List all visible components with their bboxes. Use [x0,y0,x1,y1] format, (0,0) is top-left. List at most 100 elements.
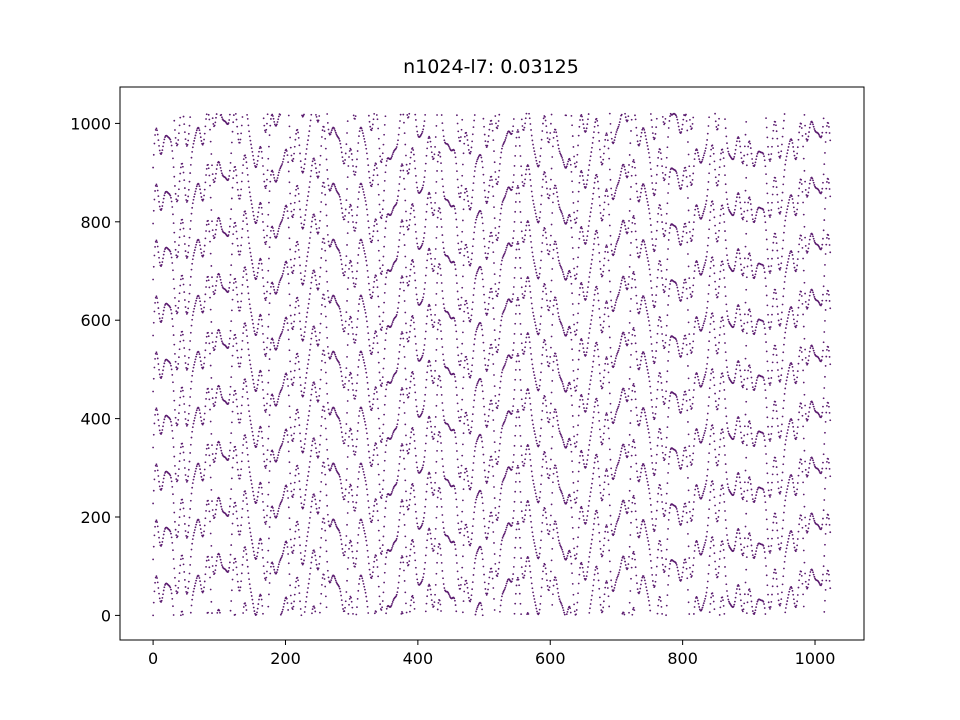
scatter-point [309,343,312,346]
scatter-point [413,552,416,554]
scatter-point [242,606,245,608]
scatter-point [512,118,515,120]
scatter-point [340,370,342,373]
scatter-point [350,260,352,263]
scatter-point [357,254,360,256]
scatter-point [426,259,429,262]
scatter-point [172,605,174,608]
scatter-point [234,560,237,563]
scatter-point [401,275,403,277]
scatter-point [317,120,319,123]
scatter-point [367,276,370,279]
scatter-point [154,190,156,192]
scatter-point [267,213,270,216]
scatter-point [202,198,205,201]
scatter-point [289,304,292,307]
scatter-point [429,196,432,199]
scatter-point [152,601,155,604]
scatter-point [470,146,473,149]
scatter-point [238,141,241,144]
scatter-point [411,538,414,541]
scatter-point [256,163,258,166]
scatter-point [334,465,337,468]
scatter-point [328,580,331,583]
scatter-point [407,451,410,454]
scatter-point [416,578,419,581]
scatter-point [443,307,446,310]
scatter-point [433,433,436,436]
scatter-point [391,321,394,323]
scatter-point [436,393,438,396]
scatter-point [416,413,419,416]
scatter-point [356,597,359,600]
scatter-point [456,226,458,229]
scatter-point [396,143,399,146]
scatter-point [175,142,178,145]
scatter-point [242,270,245,273]
scatter-point [385,551,388,554]
scatter-point [409,498,411,501]
scatter-point [250,143,252,146]
scatter-point [439,435,442,438]
scatter-point [219,611,221,614]
scatter-point [219,390,222,393]
scatter-point [395,539,397,542]
scatter-point [297,579,299,582]
scatter-point [424,225,427,228]
scatter-point [505,248,507,251]
scatter-point [495,570,497,573]
scatter-point [466,251,469,253]
scatter-point [214,233,217,236]
scatter-point [298,144,301,147]
scatter-point [485,258,488,260]
scatter-point [275,347,278,350]
scatter-point [350,204,352,207]
scatter-point [267,325,270,328]
scatter-point [307,134,310,137]
scatter-point [356,150,359,152]
scatter-point [171,430,174,432]
scatter-point [326,401,329,404]
scatter-point [285,540,288,543]
scatter-point [330,243,333,246]
scatter-point [252,606,255,609]
scatter-point [479,266,482,269]
scatter-point [260,426,262,429]
scatter-point [516,297,519,299]
scatter-point [160,375,163,378]
scatter-point [335,469,338,472]
scatter-point [364,532,366,535]
scatter-point [517,466,520,469]
scatter-point [290,602,293,605]
scatter-point [395,427,397,430]
scatter-point [172,157,174,160]
scatter-point [306,591,309,594]
scatter-point [440,450,443,452]
scatter-point [377,575,380,578]
scatter-point [218,385,221,388]
scatter-point [252,490,254,493]
scatter-point [212,179,215,181]
scatter-point [369,181,372,184]
scatter-point [242,326,245,328]
scatter-point [180,502,182,505]
scatter-point [246,335,248,338]
scatter-point [356,494,358,497]
scatter-point [221,116,223,119]
scatter-point [491,291,493,293]
scatter-point [208,454,211,457]
scatter-point [334,185,337,188]
scatter-point [181,218,184,221]
scatter-point [488,464,491,467]
scatter-point [357,142,360,144]
scatter-point [485,368,487,371]
scatter-point [415,461,418,464]
scatter-point [279,277,282,280]
scatter-point [398,574,401,577]
scatter-point [475,162,478,165]
scatter-point [281,216,284,219]
scatter-point [355,221,358,224]
scatter-point [330,297,333,300]
scatter-point [323,410,326,412]
scatter-point [285,428,288,431]
